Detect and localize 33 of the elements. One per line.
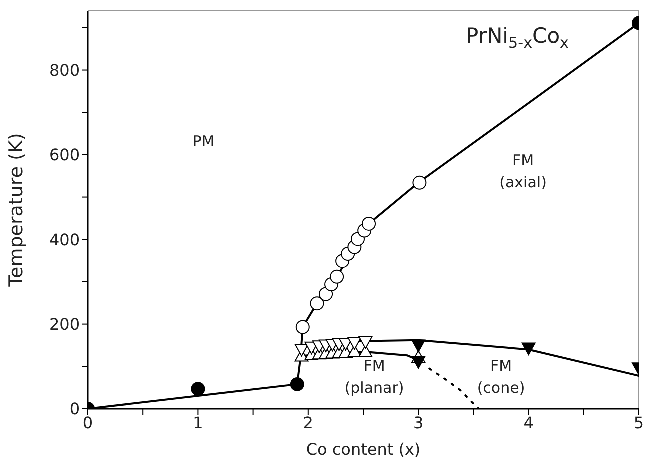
- annotation: FM (planar): [344, 356, 404, 397]
- x-tick-label: 0: [82, 413, 94, 432]
- point: [412, 356, 426, 369]
- y-tick-label: 400: [49, 230, 80, 250]
- point: [358, 336, 373, 350]
- point: [362, 216, 376, 231]
- point: [412, 176, 427, 190]
- x-tick-label: 5: [634, 413, 644, 432]
- annotation: FM (axial): [500, 152, 547, 192]
- point: [412, 340, 426, 352]
- point: [330, 270, 344, 284]
- y-axis-title: Temperature (K): [6, 133, 28, 288]
- x-tick-label: 4: [524, 413, 534, 432]
- point: [310, 296, 324, 311]
- y-tick-label: 800: [49, 60, 80, 80]
- y-tick-label: 0: [70, 400, 80, 419]
- x-axis-title: Co content (x): [306, 440, 421, 459]
- y-tick-label: 200: [49, 315, 80, 334]
- x-tick-label: 1: [193, 413, 204, 432]
- x-tick-label: 3: [414, 413, 424, 432]
- point: [296, 320, 310, 334]
- y-tick-label: 600: [49, 146, 80, 165]
- point: [191, 382, 206, 396]
- point: [294, 344, 309, 357]
- point: [348, 337, 362, 350]
- annotation: PM: [192, 132, 215, 150]
- point: [290, 377, 304, 392]
- point: [319, 287, 334, 302]
- x-tick-label: 2: [303, 413, 314, 432]
- point: [358, 344, 373, 358]
- point: [522, 342, 536, 356]
- text: PrNi$_{5-x}$Co$_{x}$: [466, 24, 570, 52]
- annotation: FM (cone): [477, 356, 526, 397]
